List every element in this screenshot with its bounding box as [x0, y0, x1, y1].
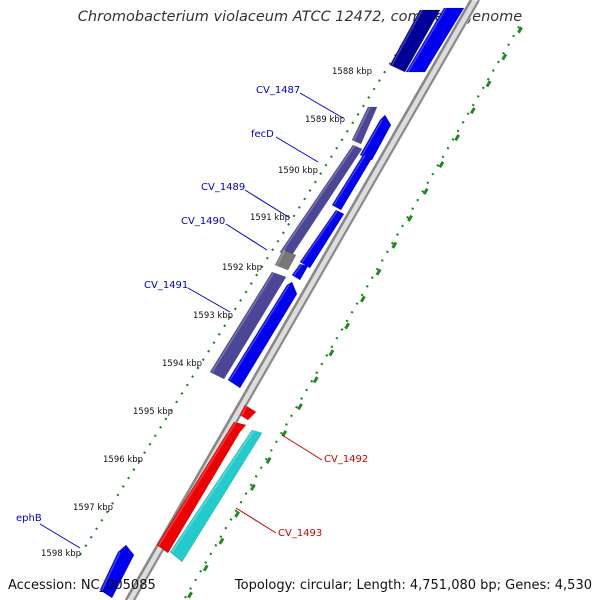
gene-label: CV_1489	[201, 182, 245, 193]
cds-top-blue	[405, 7, 465, 73]
cds-small-highlight	[293, 263, 303, 276]
tick-label: 1590 kbp	[278, 166, 318, 176]
leader-line	[39, 523, 81, 549]
gene-label: CV_1493	[278, 528, 322, 539]
major-tick	[407, 214, 413, 222]
tick-label: 1597 kbp	[73, 503, 113, 513]
major-tick	[469, 107, 476, 115]
major-tick	[375, 268, 382, 276]
major-tick	[328, 349, 335, 357]
gene-cv1490	[274, 249, 297, 271]
rna-cv1493	[169, 429, 263, 563]
rna-cv1492	[156, 421, 247, 554]
label-leader-lines	[39, 92, 344, 549]
cds-cv1491-highlight	[229, 284, 290, 381]
tick-label: 1595 kbp	[133, 407, 173, 417]
tick-label: 1588 kbp	[332, 67, 372, 77]
leader-line	[299, 92, 344, 119]
major-tick	[265, 457, 272, 464]
genome-summary: Topology: circular; Length: 4,751,080 bp…	[234, 578, 592, 593]
tick-label: 1596 kbp	[103, 455, 143, 465]
major-tick	[438, 161, 445, 168]
leader-line	[235, 507, 277, 534]
major-tick	[249, 483, 256, 491]
backbone-edge-inner	[124, 0, 473, 600]
leader-line	[225, 223, 268, 251]
tick-label: 1598 kbp	[41, 549, 81, 559]
gene-label: fecD	[251, 129, 274, 140]
cds-ephb	[99, 544, 135, 599]
leader-line	[187, 287, 231, 313]
gene-label: CV_1491	[144, 280, 188, 291]
tick-label: 1593 kbp	[193, 311, 233, 321]
rna-cv1493-highlight	[171, 429, 255, 553]
major-tick	[297, 403, 303, 411]
tick-label: 1591 kbp	[250, 213, 290, 223]
gene-labels: CV_1487 fecD CV_1489 CV_1490 CV_1491 CV_1492 C…	[16, 85, 368, 539]
major-tick	[454, 134, 461, 142]
cds-cv1490-highlight	[301, 209, 339, 263]
accession-text: Accession: NC_005085	[8, 578, 156, 593]
leader-line	[244, 189, 291, 219]
cds-cv1491	[227, 281, 298, 389]
tick-labels: 1588 kbp 1589 kbp 1590 kbp 1591 kbp 1592 kbp…	[41, 67, 372, 559]
tick-dots	[79, 24, 523, 599]
major-tick	[234, 510, 241, 518]
tick-label: 1592 kbp	[222, 263, 262, 273]
gene-features	[99, 7, 465, 599]
major-tick	[422, 187, 429, 195]
cds-cv1489	[331, 154, 373, 211]
gene-label: CV_1490	[181, 216, 225, 227]
cds-cv1489-highlight	[333, 154, 366, 206]
cds-top-dark	[389, 9, 441, 73]
major-tick	[501, 53, 508, 61]
cds-ephb-highlight	[101, 551, 121, 591]
gene-fecd-highlight	[281, 144, 356, 253]
major-tick	[218, 537, 225, 545]
rna-small	[239, 404, 257, 421]
gene-cv1490-highlight	[276, 249, 286, 266]
tick-label: 1589 kbp	[305, 115, 345, 125]
gene-cv1491	[209, 271, 287, 380]
major-tick	[359, 295, 366, 303]
cds-top-blue-highlight	[407, 7, 447, 73]
map-title: Chromobacterium violaceum ATCC 12472, co…	[77, 9, 523, 25]
major-tick	[344, 322, 351, 330]
major-tick	[312, 376, 319, 384]
major-tick	[517, 26, 523, 34]
gene-label: CV_1487	[256, 85, 300, 96]
rna-small-highlight	[241, 404, 248, 416]
major-tick	[485, 80, 492, 88]
major-tick	[202, 564, 209, 572]
outer-tick-track	[184, 24, 521, 599]
leader-line	[275, 136, 319, 163]
gene-cv1487	[351, 106, 378, 145]
major-tick	[391, 241, 398, 249]
leader-line	[281, 434, 323, 461]
major-tick	[187, 591, 193, 599]
cds-top-dark-highlight	[391, 9, 423, 66]
cds-small	[291, 263, 309, 281]
gene-cv1491-highlight	[211, 271, 275, 373]
gene-label: CV_1492	[324, 454, 368, 465]
gene-label: ephB	[16, 513, 42, 524]
rna-cv1492-highlight	[158, 421, 237, 546]
cds-fecd-strand-highlight	[361, 119, 383, 156]
gene-cv1487-highlight	[353, 106, 371, 141]
tick-label: 1594 kbp	[162, 359, 202, 369]
inner-tick-track	[79, 39, 406, 556]
